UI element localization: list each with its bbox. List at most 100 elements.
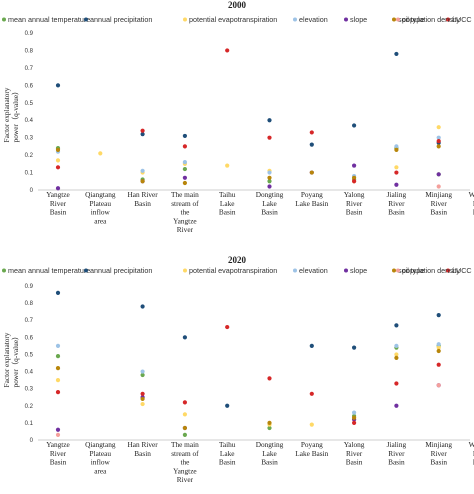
legend-label: soil type	[398, 266, 424, 275]
x-category-label: The main	[171, 440, 199, 449]
legend-label: LUCC	[452, 266, 472, 275]
point-potential-evapotranspiration	[436, 125, 441, 130]
point-lucc	[352, 179, 357, 184]
point-elevation	[436, 342, 441, 347]
point-soil-type	[394, 355, 399, 360]
point-annual-precipitation	[267, 118, 272, 123]
point-lucc	[140, 391, 145, 396]
x-category-label: Basin	[134, 449, 151, 458]
point-soil-type	[182, 425, 187, 431]
point-elevation	[140, 168, 145, 173]
legend-marker	[446, 17, 450, 22]
point-lucc	[225, 324, 230, 330]
point-potential-evapotranspiration	[225, 163, 230, 168]
point-lucc	[394, 381, 399, 386]
point-potential-evapotranspiration	[55, 158, 61, 163]
point-lucc	[394, 170, 399, 175]
point-lucc	[267, 135, 272, 140]
x-category-label: Basin	[261, 458, 278, 467]
point-soil-type	[140, 396, 145, 402]
point-slope	[352, 163, 357, 168]
chart-title: 2000	[228, 0, 247, 10]
x-category-label: Plateau	[90, 199, 112, 208]
point-soil-type	[352, 415, 357, 420]
point-mean-annual-temperature	[267, 179, 272, 184]
x-category-label: Basin	[219, 208, 236, 217]
x-category-label: Basin	[50, 208, 67, 217]
y-tick-label: 0.1	[25, 421, 34, 427]
x-category-label: River	[431, 449, 448, 458]
y-tick-label: 0.8	[25, 48, 34, 54]
point-potential-evapotranspiration	[182, 412, 187, 417]
legend-marker	[84, 268, 88, 273]
legend-label: LUCC	[452, 15, 472, 24]
x-category-label: stream of	[171, 449, 199, 458]
chart-title: 2020	[228, 255, 247, 265]
legend: mean annual temperature annual precipitat…	[2, 266, 472, 275]
point-slope	[55, 186, 61, 191]
x-category-label: Basin	[134, 199, 151, 208]
legend-marker	[396, 17, 400, 22]
x-category-label: Basin	[430, 458, 447, 467]
x-category-label: Han River	[127, 440, 158, 449]
x-category-label: The main	[171, 190, 199, 199]
point-mean-annual-temperature	[182, 432, 187, 437]
point-lucc	[267, 376, 272, 381]
legend-marker	[293, 268, 297, 273]
point-slope	[55, 427, 61, 432]
y-tick-label: 0.3	[25, 136, 34, 142]
x-category-label: Minjiang	[425, 190, 452, 199]
x-category-label: Lake Basin	[295, 449, 328, 458]
x-category-label: Wujiang	[469, 190, 474, 199]
point-potential-evapotranspiration	[394, 352, 399, 357]
point-elevation	[436, 135, 441, 140]
y-tick-label: 0	[30, 188, 34, 194]
x-category-label: River	[431, 199, 448, 208]
point-potential-evapotranspiration	[55, 378, 61, 383]
y-tick-label: 0.6	[25, 335, 34, 341]
point-annual-precipitation	[309, 142, 314, 147]
x-category-label: Basin	[473, 208, 474, 217]
point-soil-type	[436, 144, 441, 149]
point-lucc	[436, 139, 441, 144]
legend-marker	[392, 268, 396, 273]
x-category-label: Lake	[262, 449, 277, 458]
x-category-label: Lake	[220, 199, 235, 208]
point-annual-precipitation	[309, 343, 314, 348]
legend-label: elevation	[299, 15, 328, 24]
legend-label: population density	[402, 15, 460, 24]
point-annual-precipitation	[140, 304, 145, 309]
point-potential-evapotranspiration	[436, 345, 441, 350]
point-soil-type	[55, 147, 61, 152]
x-category-label: stream of	[171, 199, 199, 208]
point-annual-precipitation	[55, 83, 61, 88]
y-axis-label-line-2: power（q-value）	[11, 333, 20, 388]
point-slope	[394, 182, 399, 187]
y-tick-label: 0.5	[25, 101, 34, 107]
y-tick-label: 0	[30, 438, 34, 444]
x-category-label: Jialing	[387, 190, 407, 199]
legend-label: mean annual temperature	[8, 15, 90, 24]
x-category-label: Basin	[430, 208, 447, 217]
x-category-label: Basin	[346, 458, 363, 467]
x-category-label: Lake	[220, 449, 235, 458]
legend-marker	[344, 17, 348, 22]
y-axis-label-line-1: Factor explanatory	[2, 87, 11, 142]
point-annual-precipitation	[182, 335, 187, 340]
x-category-label: Basin	[261, 208, 278, 217]
y-tick-label: 0.5	[25, 352, 34, 358]
x-axis-categories: YangtzeRiverBasinQiangtangPlateauinflowa…	[46, 440, 474, 484]
legend-marker	[183, 17, 187, 22]
legend-marker	[396, 268, 400, 273]
y-tick-label: 0.2	[25, 404, 34, 410]
point-potential-evapotranspiration	[394, 165, 399, 170]
x-category-label: Wujiang	[469, 440, 474, 449]
legend-label: annual precipitation	[90, 15, 152, 24]
point-lucc	[182, 144, 187, 149]
point-soil-type	[394, 147, 399, 152]
legend-marker	[2, 268, 6, 273]
x-category-label: Lake	[262, 199, 277, 208]
point-soil-type	[267, 175, 272, 180]
point-lucc	[182, 400, 187, 405]
legend-marker	[392, 17, 396, 22]
